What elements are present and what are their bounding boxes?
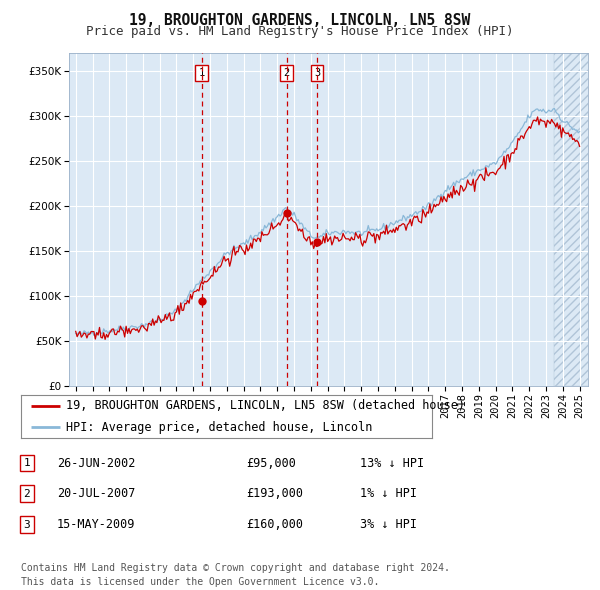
Text: Price paid vs. HM Land Registry's House Price Index (HPI): Price paid vs. HM Land Registry's House …: [86, 25, 514, 38]
Text: 1% ↓ HPI: 1% ↓ HPI: [360, 487, 417, 500]
Text: 19, BROUGHTON GARDENS, LINCOLN, LN5 8SW: 19, BROUGHTON GARDENS, LINCOLN, LN5 8SW: [130, 13, 470, 28]
Text: 3% ↓ HPI: 3% ↓ HPI: [360, 518, 417, 531]
Text: £160,000: £160,000: [246, 518, 303, 531]
Text: £95,000: £95,000: [246, 457, 296, 470]
Text: 2: 2: [23, 489, 31, 499]
Text: 3: 3: [23, 520, 31, 529]
Text: 1: 1: [199, 68, 205, 78]
Text: 26-JUN-2002: 26-JUN-2002: [57, 457, 136, 470]
Text: 13% ↓ HPI: 13% ↓ HPI: [360, 457, 424, 470]
Text: Contains HM Land Registry data © Crown copyright and database right 2024.
This d: Contains HM Land Registry data © Crown c…: [21, 563, 450, 587]
Text: HPI: Average price, detached house, Lincoln: HPI: Average price, detached house, Linc…: [66, 421, 373, 434]
Text: £193,000: £193,000: [246, 487, 303, 500]
Text: 15-MAY-2009: 15-MAY-2009: [57, 518, 136, 531]
Text: 1: 1: [23, 458, 31, 468]
Text: 2: 2: [283, 68, 290, 78]
Text: 19, BROUGHTON GARDENS, LINCOLN, LN5 8SW (detached house): 19, BROUGHTON GARDENS, LINCOLN, LN5 8SW …: [66, 399, 465, 412]
Text: 20-JUL-2007: 20-JUL-2007: [57, 487, 136, 500]
Text: 3: 3: [314, 68, 320, 78]
